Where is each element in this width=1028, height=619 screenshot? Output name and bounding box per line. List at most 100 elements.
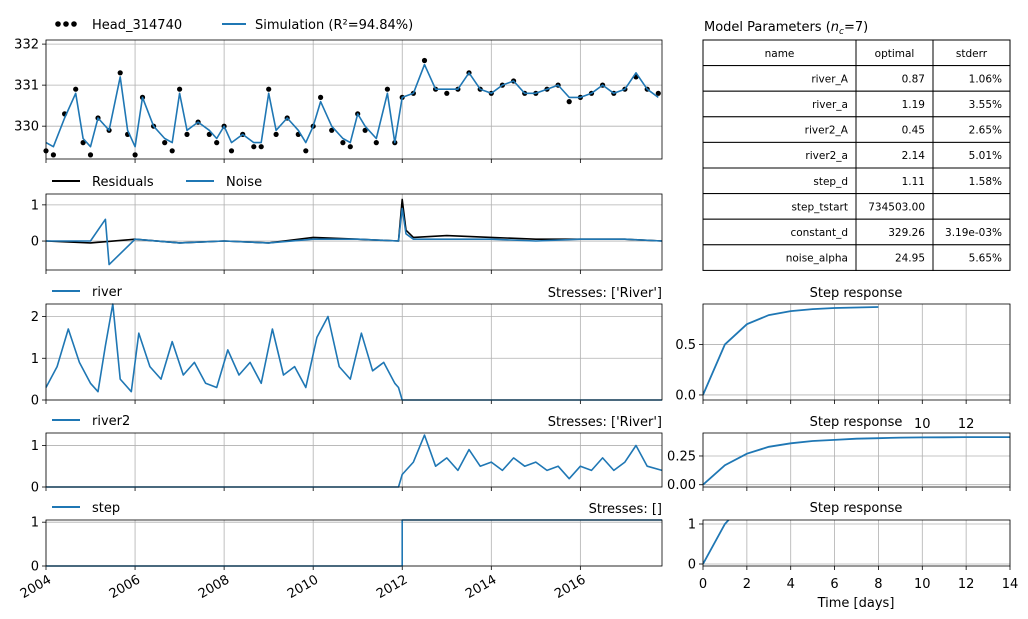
table-cell-text: river2_A xyxy=(805,125,849,137)
data-point xyxy=(318,94,324,100)
table-cell-text: 2.65% xyxy=(969,125,1002,137)
data-point xyxy=(266,86,272,92)
data-point xyxy=(273,131,279,137)
legend-label-simulation: Simulation (R²=94.84%) xyxy=(255,18,413,33)
table-header-cell: stderr xyxy=(956,48,988,60)
table-cell xyxy=(932,167,1011,195)
table-cell-text: 0.45 xyxy=(902,125,925,137)
tick-label-y: 1 xyxy=(31,439,39,454)
legend-label-residuals: Residuals xyxy=(92,175,154,190)
tick-label-x: 2014 xyxy=(463,572,499,602)
table-cell xyxy=(932,193,1011,220)
title-resp-river: Step response xyxy=(810,286,903,301)
tick-label-y: 2 xyxy=(31,310,39,325)
table-cell-text: river_A xyxy=(811,73,848,85)
table-cell xyxy=(932,244,1011,271)
panel-river: 0 1 2 xyxy=(31,303,663,409)
panel-response-river2: 10 12 0.00 0.25 xyxy=(667,417,1011,493)
table-cell-text: constant_d xyxy=(790,227,848,239)
series-line-residuals xyxy=(45,198,663,244)
data-point xyxy=(228,148,235,154)
stresses-label-river2: Stresses: ['River'] xyxy=(548,415,662,430)
data-point xyxy=(177,86,183,92)
legend-marker-observed xyxy=(55,21,77,27)
data-point xyxy=(421,57,428,64)
table-cell-text: 734503.00 xyxy=(868,201,925,213)
axes-frame xyxy=(702,303,1011,401)
table-cell-text: 5.01% xyxy=(969,150,1002,162)
stresses-label-river: Stresses: ['River'] xyxy=(548,286,662,301)
stresses-label-step: Stresses: [] xyxy=(589,502,662,517)
tick-label-x: 12 xyxy=(958,417,975,432)
table-cell-text: 1.19 xyxy=(902,99,925,111)
response-line-step xyxy=(703,520,730,565)
tick-label-x: 10 xyxy=(914,417,931,432)
response-line-river xyxy=(703,306,879,396)
tick-label-x: 2012 xyxy=(374,572,410,602)
table-cell xyxy=(702,65,857,92)
table-cell-text: river2_a xyxy=(805,150,848,162)
table-cell xyxy=(932,39,1011,67)
tick-label-y: 0 xyxy=(31,235,39,250)
params-table: name optimal stderr river_A 0.87 1.06% river_a… xyxy=(702,39,1011,271)
tick-label-y: 1 xyxy=(31,516,39,531)
legend-label-river2: river2 xyxy=(92,414,130,429)
tick-label-y: 1 xyxy=(688,518,696,533)
series-line-step xyxy=(46,519,662,567)
tick-label-x: 6 xyxy=(830,577,838,592)
legend-residuals: Residuals Noise xyxy=(52,175,262,190)
table-header-row: name optimal stderr xyxy=(702,39,1011,67)
data-point xyxy=(384,86,390,92)
response-line-river2 xyxy=(703,436,1010,486)
tick-label-x: 12 xyxy=(958,577,975,592)
title-resp-step: Step response xyxy=(810,501,903,516)
data-point xyxy=(162,140,168,146)
table-cell xyxy=(702,39,857,67)
table-cell-text: 2.14 xyxy=(902,150,926,162)
table-row: step_d 1.11 1.58% xyxy=(702,167,1011,195)
xlabel-time: Time [days] xyxy=(817,596,895,611)
table-row: constant_d 329.26 3.19e-03% xyxy=(702,218,1011,246)
table-cell-text: 3.55% xyxy=(969,99,1002,111)
axes-frame xyxy=(702,432,1011,488)
axes-frame xyxy=(45,519,663,567)
table-cell xyxy=(702,193,857,220)
data-point xyxy=(444,90,450,96)
table-cell xyxy=(702,90,857,118)
panel-step: 2004 2006 2008 2010 2012 2014 2016 0 1 xyxy=(18,516,663,602)
params-title: Model Parameters (nc=7) xyxy=(704,20,868,37)
table-cell-text: 1.06% xyxy=(969,73,1002,85)
data-point xyxy=(73,86,79,92)
data-point xyxy=(303,148,309,154)
axes-frame xyxy=(45,303,663,401)
data-point xyxy=(251,144,257,150)
data-point xyxy=(373,140,379,146)
table-header-cell: name xyxy=(765,48,795,60)
tick-label-x: 2008 xyxy=(196,572,232,602)
tick-label-x: 8 xyxy=(874,577,882,592)
table-row: river_a 1.19 3.55% xyxy=(702,90,1011,118)
table-cell-text: 0.87 xyxy=(902,73,925,85)
table-cell xyxy=(702,167,857,195)
tick-label-y: 0.0 xyxy=(675,388,696,403)
data-point xyxy=(80,140,86,146)
table-cell xyxy=(702,218,857,246)
tick-label-x: 2006 xyxy=(107,572,143,602)
tick-label-y: 1 xyxy=(31,198,39,213)
data-point xyxy=(329,127,335,133)
table-cell-text: 5.65% xyxy=(969,253,1002,265)
tick-label-y: 330 xyxy=(14,120,39,135)
table-cell-text: river_a xyxy=(812,99,848,111)
tick-label-y: 0.25 xyxy=(667,449,696,464)
tick-label-y: 0.5 xyxy=(675,338,696,353)
table-cell xyxy=(932,65,1011,92)
table-cell-text: step_tstart xyxy=(791,201,848,213)
data-point xyxy=(50,152,57,158)
panel-response-river: 0.0 0.5 xyxy=(675,303,1011,404)
table-cell-text: step_d xyxy=(813,176,848,188)
data-point xyxy=(214,140,220,146)
table-row: river2_a 2.14 5.01% xyxy=(702,141,1011,169)
tick-label-y: 0 xyxy=(31,560,39,575)
series-line-noise xyxy=(46,207,663,266)
data-point xyxy=(258,144,264,150)
